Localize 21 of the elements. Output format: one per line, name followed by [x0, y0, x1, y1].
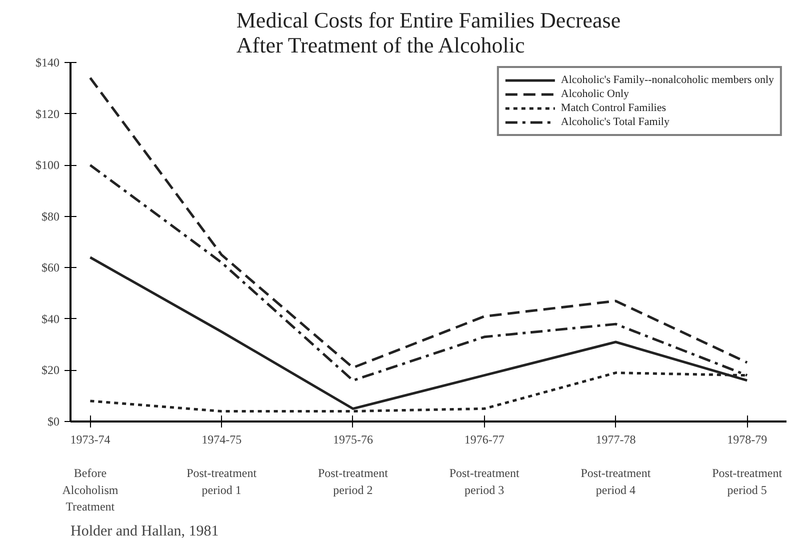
category-label: 1977-78 Post-treatment period 4: [580, 432, 651, 497]
y-tick-label: $60: [42, 260, 60, 275]
text: Holder and Hallan, 1981: [70, 524, 219, 540]
category-label: 1975-76 Post-treatment period 2: [318, 432, 388, 497]
y-tick-label: $80: [42, 209, 60, 224]
line-series: [88, 256, 748, 410]
category-label: 1978-79 Post-treatment period 5: [712, 432, 782, 497]
legend-label: Alcoholic Only: [560, 88, 630, 100]
y-tick-label: $0: [48, 414, 60, 428]
category-label: 1974-75 Post-treatment period 1: [186, 432, 257, 497]
y-tick-label: $40: [42, 312, 60, 326]
legend-label: Alcoholic's Family--nonalcoholic members only: [560, 74, 774, 86]
y-tick-label: $120: [36, 106, 60, 121]
y-tick-label: $100: [36, 158, 60, 172]
chart-title: Medical Costs for Entire Families Decrease After Treatment of the Alcoholic: [236, 8, 621, 58]
y-tick-label: $140: [36, 56, 60, 70]
category-label: 1976-77 Post-treatment period 3: [449, 432, 520, 497]
legend-label: Alcoholic's Total Family: [560, 116, 670, 128]
legend-label: Match Control Families: [560, 102, 666, 114]
category-label: 1973-74 Before Alcoholism Treatment: [62, 432, 118, 514]
y-tick-label: $20: [42, 363, 60, 378]
